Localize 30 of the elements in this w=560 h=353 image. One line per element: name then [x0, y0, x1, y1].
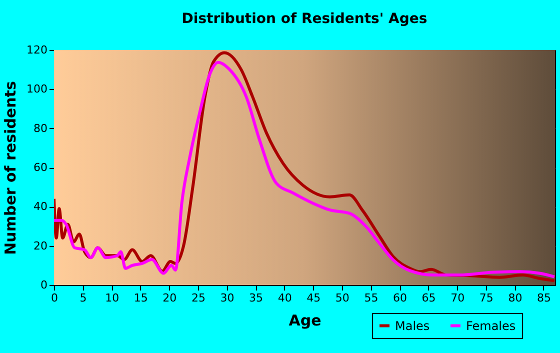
x-tick-label: 65 — [422, 292, 436, 304]
y-tick-label: 0 — [40, 278, 48, 292]
y-tick-label: 60 — [34, 161, 48, 174]
y-tick-label: 120 — [26, 44, 48, 56]
x-tick-label: 15 — [134, 292, 148, 304]
legend-label: Males — [395, 318, 430, 333]
x-tick-label: 85 — [536, 292, 551, 304]
legend-label: Females — [466, 318, 516, 333]
x-tick-label: 60 — [393, 292, 408, 304]
x-axis-title: Age — [288, 312, 322, 330]
x-tick-label: 30 — [220, 292, 234, 304]
x-tick-label: 0 — [51, 292, 58, 304]
x-tick-label: 80 — [508, 292, 522, 304]
y-tick-label: 40 — [34, 200, 48, 214]
y-tick-label: 20 — [34, 239, 48, 252]
x-tick-label: 50 — [335, 292, 350, 304]
x-tick-label: 5 — [80, 292, 87, 304]
x-tick-label: 40 — [278, 292, 292, 304]
chart-title: Distribution of Residents' Ages — [182, 11, 428, 27]
y-tick-label: 80 — [34, 122, 48, 135]
x-tick-label: 20 — [162, 292, 177, 304]
x-tick-label: 25 — [191, 292, 206, 304]
y-tick-label: 100 — [26, 82, 48, 96]
x-tick-label: 75 — [479, 292, 494, 304]
x-tick-label: 45 — [306, 292, 321, 304]
x-tick-label: 35 — [249, 292, 264, 304]
x-tick-label: 55 — [364, 292, 378, 304]
x-tick-label: 10 — [105, 292, 120, 304]
y-axis-title: Number of residents — [2, 81, 20, 255]
x-tick-label: 70 — [450, 292, 465, 304]
